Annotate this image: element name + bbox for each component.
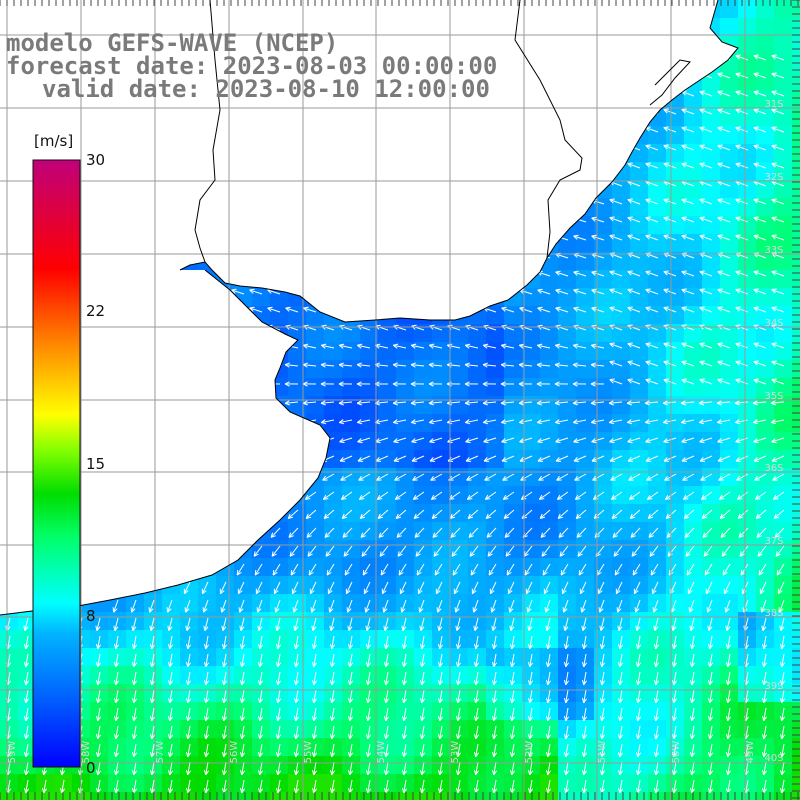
longitude-label: 56W (229, 741, 240, 764)
longitude-label: 50W (671, 741, 682, 764)
scale-tick-label: 0 (86, 759, 96, 777)
latitude-labels: 31S 32S 33S 34S 35S 36S 37S 38S 39S 40S (764, 99, 783, 764)
latitude-label: 40S (764, 753, 783, 764)
longitude-label: 51W (597, 741, 608, 764)
scale-tick-label: 8 (86, 607, 96, 625)
scale-tick-label: 30 (86, 151, 106, 169)
longitude-label: 52W (524, 741, 535, 764)
longitude-label: 58W (81, 741, 92, 764)
latitude-label: 32S (764, 172, 783, 183)
land-mask (0, 0, 738, 615)
latitude-label: 31S (764, 99, 783, 110)
longitude-label: 54W (376, 741, 387, 764)
latitude-label: 37S (764, 536, 783, 547)
longitude-label: 57W (155, 741, 166, 764)
wind-vectors (5, 54, 786, 794)
longitude-label: 59W (7, 741, 18, 764)
latitude-label: 36S (764, 463, 783, 474)
forecast-date: forecast date: 2023-08-03 00:00:00 (6, 52, 498, 80)
latitude-label: 33S (764, 245, 783, 256)
coastline (0, 0, 739, 616)
longitude-label: 49W (745, 741, 756, 764)
longitude-labels: 59W 58W 57W 56W 55W 54W 53W 52W 51W 50W 49W (7, 741, 756, 764)
valid-date: valid date: 2023-08-10 12:00:00 (42, 75, 490, 103)
scale-tick-label: 15 (86, 455, 106, 473)
color-scale-bar (32, 159, 81, 768)
latitude-label: 35S (764, 391, 783, 402)
scale-tick-label: 22 (86, 302, 106, 320)
latitude-label: 39S (764, 681, 783, 692)
longitude-label: 53W (450, 741, 461, 764)
latitude-label: 34S (764, 318, 783, 329)
longitude-label: 55W (303, 741, 314, 764)
latitude-label: 38S (764, 608, 783, 619)
scale-unit-label: [m/s] (34, 132, 74, 150)
model-title: modelo GEFS-WAVE (NCEP) (6, 29, 339, 57)
